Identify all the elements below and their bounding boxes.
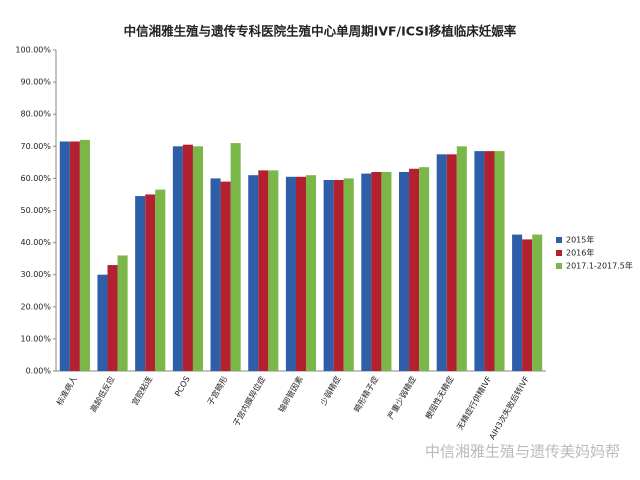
- x-tick-label: 子宫内膜异位症: [231, 374, 268, 427]
- bar: [333, 180, 344, 371]
- y-tick-label: 80.00%: [20, 110, 51, 119]
- bar: [182, 144, 193, 371]
- y-tick-label: 30.00%: [20, 270, 51, 279]
- legend-swatch: [556, 237, 562, 243]
- bar: [192, 146, 203, 371]
- x-tick-label: 子宫畸形: [205, 374, 230, 407]
- y-tick-label: 60.00%: [20, 174, 51, 183]
- x-tick-label: 标准病人: [54, 374, 79, 407]
- y-tick-label: 20.00%: [20, 302, 51, 311]
- x-tick-label: 严重少弱精症: [385, 374, 418, 421]
- y-tick-label: 90.00%: [20, 78, 51, 87]
- bar: [484, 151, 495, 371]
- bar: [306, 175, 317, 371]
- bar: [456, 146, 467, 371]
- bar: [343, 178, 354, 371]
- x-tick-label: PCOS: [173, 375, 192, 398]
- bar: [59, 141, 70, 371]
- x-tick-label: 宫腔粘连: [129, 374, 154, 407]
- bar: [323, 180, 334, 371]
- bar: [258, 170, 269, 371]
- bar: [436, 154, 447, 371]
- chart-title: 中信湘雅生殖与遗传专科医院生殖中心单周期IVF/ICSI移植临床妊娠率: [124, 24, 517, 39]
- bar: [69, 141, 80, 371]
- y-tick-label: 0.00%: [26, 367, 52, 376]
- bar: [295, 176, 307, 371]
- bar: [419, 167, 430, 371]
- y-tick-label: 70.00%: [20, 142, 51, 151]
- bar: [446, 154, 457, 371]
- bar: [512, 234, 523, 371]
- x-tick-label: 畸形精子症: [352, 374, 381, 414]
- bar: [474, 151, 485, 371]
- bar: [399, 171, 410, 371]
- bar: [210, 178, 221, 371]
- legend-swatch: [556, 250, 562, 256]
- legend-label: 2017.1-2017.5年: [566, 261, 633, 271]
- legend-swatch: [556, 263, 562, 269]
- bar: [230, 143, 241, 371]
- bar: [248, 175, 259, 371]
- x-tick-label: 输卵管因素: [276, 374, 305, 414]
- x-tick-label: 无精症行供精IVF: [454, 374, 493, 432]
- bar: [361, 173, 372, 371]
- watermark: 中信湘雅生殖与遗传美妈妈帮: [425, 443, 620, 461]
- bar: [522, 239, 533, 371]
- bar: [268, 170, 279, 371]
- bar: [79, 139, 90, 371]
- x-tick-label: 高龄低反应: [88, 374, 117, 414]
- x-tick-label: AIH3次失败后转IVF: [487, 374, 532, 441]
- legend-label: 2016年: [566, 248, 594, 258]
- bar: [107, 265, 118, 371]
- y-tick-label: 10.00%: [20, 334, 51, 343]
- bar: [381, 171, 392, 371]
- bar: [494, 151, 505, 371]
- y-tick-label: 40.00%: [20, 238, 51, 247]
- bar: [409, 168, 420, 371]
- x-tick-label: 少弱精症: [318, 374, 343, 407]
- bar: [97, 274, 108, 371]
- x-tick-label: 梗阻性无精症: [423, 374, 456, 421]
- bar: [371, 171, 382, 371]
- bar: [285, 176, 296, 371]
- legend-label: 2015年: [566, 235, 594, 245]
- bar: [220, 181, 231, 371]
- y-tick-label: 100.00%: [15, 46, 51, 55]
- bar: [135, 196, 146, 371]
- bar: [172, 146, 183, 371]
- bar: [145, 194, 156, 371]
- bar: [155, 189, 166, 371]
- bar: [117, 255, 128, 371]
- bar: [532, 234, 543, 371]
- y-tick-label: 50.00%: [20, 206, 51, 215]
